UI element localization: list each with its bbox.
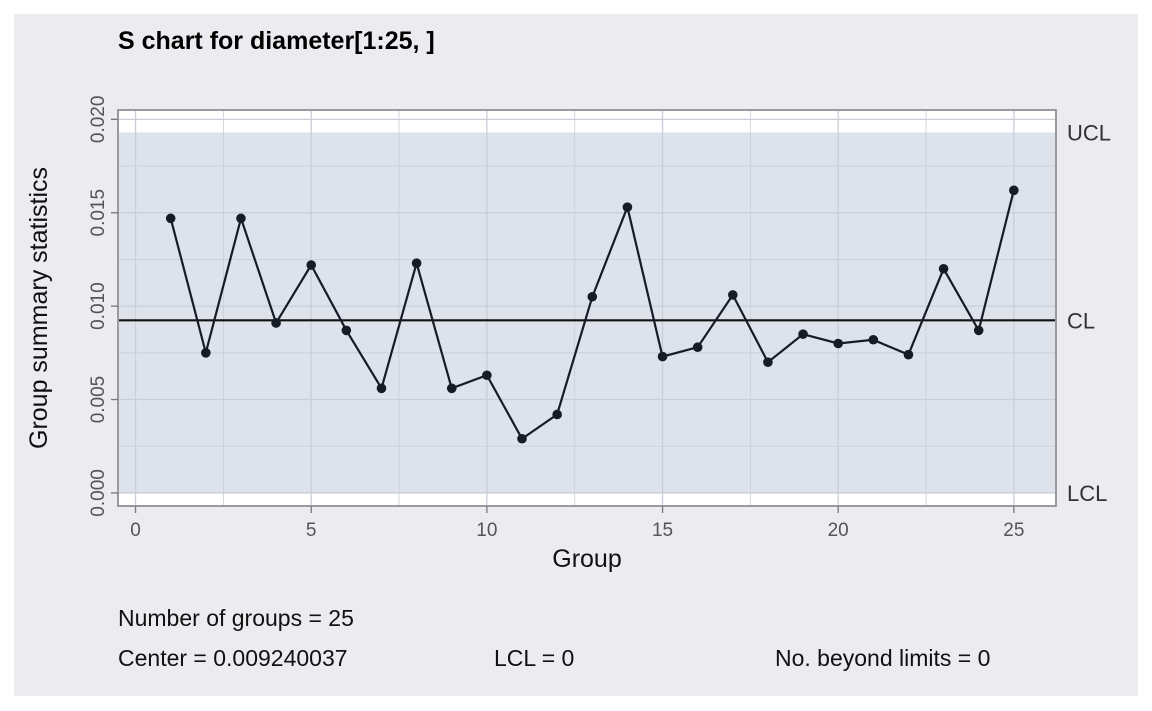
cl-label: CL — [1067, 308, 1095, 333]
stat-center: Center = 0.009240037 — [118, 645, 348, 671]
data-point — [201, 348, 211, 358]
plot-frame — [117, 109, 1057, 507]
data-point — [938, 263, 949, 274]
plot-area — [117, 109, 1057, 507]
data-points — [165, 185, 1019, 444]
stat-number-of-groups: Number of groups = 25 — [118, 605, 354, 631]
data-point — [1009, 185, 1019, 196]
chart-panel: S chart for diameter[1:25, ] 0 5 10 15 20 25 … — [14, 14, 1138, 696]
x-tick-label: 20 — [828, 520, 849, 541]
lcl-label: LCL — [1067, 481, 1107, 506]
stat-lcl: LCL = 0 — [494, 645, 574, 671]
s-chart: S chart for diameter[1:25, ] 0 5 10 15 20 25 … — [25, 27, 1111, 671]
data-point — [165, 213, 176, 224]
data-point — [411, 258, 422, 268]
data-point — [446, 383, 457, 394]
data-point — [587, 291, 598, 302]
x-tick-label: 10 — [476, 520, 497, 541]
ucl-label: UCL — [1067, 120, 1111, 145]
y-tick-label: 0.015 — [88, 189, 109, 237]
x-tick-label: 0 — [130, 520, 141, 541]
data-point — [271, 318, 281, 328]
y-axis-title: Group summary statistics — [25, 167, 53, 449]
data-point — [482, 370, 492, 381]
data-point — [868, 334, 879, 345]
x-tick-label: 5 — [306, 520, 317, 541]
y-tick-label: 0.020 — [88, 96, 109, 144]
gridlines — [118, 110, 1056, 506]
data-point — [763, 357, 773, 367]
data-point — [657, 351, 668, 362]
data-point — [973, 325, 984, 336]
data-point — [622, 202, 633, 212]
data-point — [306, 260, 317, 270]
data-point — [376, 383, 387, 394]
x-tick-label: 25 — [1003, 520, 1024, 541]
y-tick-label: 0.010 — [88, 282, 109, 330]
data-point — [341, 325, 352, 336]
x-axis-ticks: 0 5 10 15 20 25 — [130, 506, 1024, 541]
data-point — [236, 213, 246, 224]
x-tick-label: 15 — [652, 520, 673, 541]
y-tick-label: 0.000 — [88, 469, 109, 517]
y-tick-label: 0.005 — [88, 376, 109, 424]
data-point — [552, 409, 562, 420]
data-point — [833, 338, 843, 349]
y-axis-ticks: 0.000 0.005 0.010 0.015 0.020 — [88, 96, 118, 517]
stat-beyond-limits: No. beyond limits = 0 — [775, 645, 990, 671]
data-point — [903, 349, 914, 360]
data-point — [727, 290, 738, 300]
x-axis-title: Group — [552, 545, 621, 573]
chart-title: S chart for diameter[1:25, ] — [118, 27, 435, 55]
data-point — [517, 433, 527, 444]
data-point — [798, 329, 808, 339]
data-point — [692, 342, 703, 353]
